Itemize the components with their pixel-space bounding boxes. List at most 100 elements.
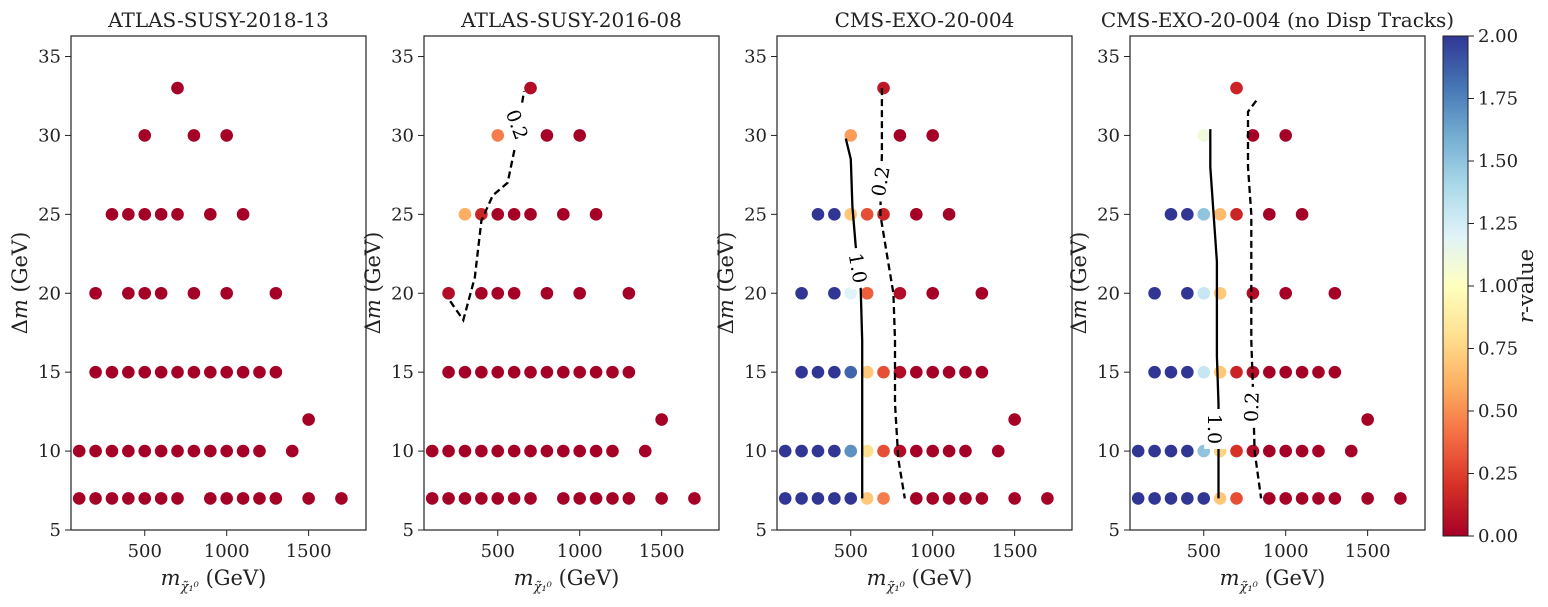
y-axis-label: Δm (GeV)	[714, 232, 738, 335]
data-point	[860, 444, 874, 458]
data-point	[269, 492, 283, 505]
data-point	[1181, 286, 1194, 300]
x-tick-label: 500	[481, 541, 515, 562]
data-point	[1246, 129, 1260, 142]
y-tick-label: 20	[38, 283, 61, 304]
scatter-points	[425, 81, 701, 505]
data-point	[236, 365, 250, 379]
x-tick-label: 1500	[286, 541, 332, 562]
x-tick-label: 1000	[204, 541, 250, 562]
data-point	[959, 444, 972, 458]
data-point	[828, 492, 841, 505]
data-point	[655, 492, 668, 505]
data-point	[269, 365, 283, 379]
data-point	[507, 208, 521, 221]
panel-title: CMS-EXO-20-004 (no Disp Tracks)	[1101, 8, 1454, 32]
data-point	[1197, 208, 1211, 221]
x-tick-label: 1500	[992, 541, 1038, 562]
data-point	[589, 444, 603, 458]
panel-1: ATLAS-SUSY-2018-13 500 1000 1500 5 10 15 20 25 30…	[8, 8, 367, 595]
panel-4: CMS-EXO-20-004 (no Disp Tracks) 500 1000 15…	[1067, 8, 1454, 595]
data-point	[1008, 492, 1021, 505]
scatter-points	[1131, 81, 1407, 505]
data-point	[606, 365, 619, 379]
data-point	[253, 444, 266, 458]
data-point	[1041, 492, 1054, 505]
data-point	[89, 444, 102, 458]
y-axis-label: Δm (GeV)	[8, 232, 32, 335]
colorbar-tick-label: 0.00	[1478, 526, 1518, 547]
data-point	[557, 444, 570, 458]
data-point	[204, 444, 217, 458]
y-tick-label: 5	[1109, 520, 1120, 541]
data-point	[154, 286, 168, 300]
data-point	[236, 444, 250, 458]
data-point	[1312, 492, 1325, 505]
data-point	[893, 365, 907, 379]
data-point	[1279, 286, 1292, 300]
data-point	[1164, 444, 1178, 458]
data-point	[540, 286, 554, 300]
data-point	[524, 365, 537, 379]
y-tick-label: 20	[744, 283, 767, 304]
data-point	[1148, 492, 1161, 505]
data-point	[860, 365, 874, 379]
y-tick-label: 25	[744, 204, 767, 225]
data-point	[105, 208, 119, 221]
y-tick-label: 15	[744, 362, 767, 383]
data-point	[795, 286, 808, 300]
data-point	[1131, 492, 1145, 505]
data-point	[860, 286, 874, 300]
data-point	[893, 286, 907, 300]
data-point	[138, 492, 152, 505]
data-point	[1263, 444, 1276, 458]
data-point	[926, 492, 939, 505]
data-point	[589, 492, 603, 505]
data-point	[507, 492, 521, 505]
data-point	[425, 492, 439, 505]
data-point	[89, 365, 102, 379]
data-point	[1344, 444, 1358, 458]
y-axis-label: Δm (GeV)	[1067, 232, 1091, 335]
data-point	[335, 492, 348, 505]
data-point	[942, 365, 956, 379]
data-point	[573, 365, 586, 379]
contour-label: 0.2	[868, 165, 895, 199]
y-axis-label: Δm (GeV)	[361, 232, 385, 335]
data-point	[1295, 492, 1309, 505]
data-point	[1312, 444, 1325, 458]
data-point	[507, 286, 521, 300]
data-point	[828, 365, 841, 379]
data-point	[573, 129, 586, 142]
data-point	[573, 286, 586, 300]
data-point	[171, 81, 184, 95]
data-point	[910, 444, 923, 458]
data-point	[154, 365, 168, 379]
y-tick-label: 10	[1097, 441, 1120, 462]
data-point	[171, 444, 184, 458]
data-point	[220, 365, 233, 379]
data-point	[606, 444, 619, 458]
data-point	[105, 444, 119, 458]
data-point	[811, 365, 825, 379]
data-point	[893, 129, 907, 142]
data-point	[1328, 492, 1342, 505]
data-point	[926, 129, 939, 142]
y-tick-label: 5	[403, 520, 414, 541]
x-tick-label: 1000	[1263, 541, 1309, 562]
data-point	[844, 365, 858, 379]
data-point	[524, 208, 537, 221]
data-point	[1246, 365, 1260, 379]
data-point	[138, 129, 152, 142]
data-point	[204, 365, 217, 379]
data-point	[991, 444, 1005, 458]
data-point	[1328, 365, 1342, 379]
data-point	[828, 444, 841, 458]
colorbar-tick-label: 1.25	[1478, 214, 1518, 235]
colorbar-tick-label: 0.75	[1478, 339, 1518, 360]
data-point	[302, 492, 315, 505]
data-point	[1197, 492, 1211, 505]
data-point	[557, 365, 570, 379]
data-point	[187, 129, 201, 142]
contour-label-bg	[500, 101, 535, 147]
